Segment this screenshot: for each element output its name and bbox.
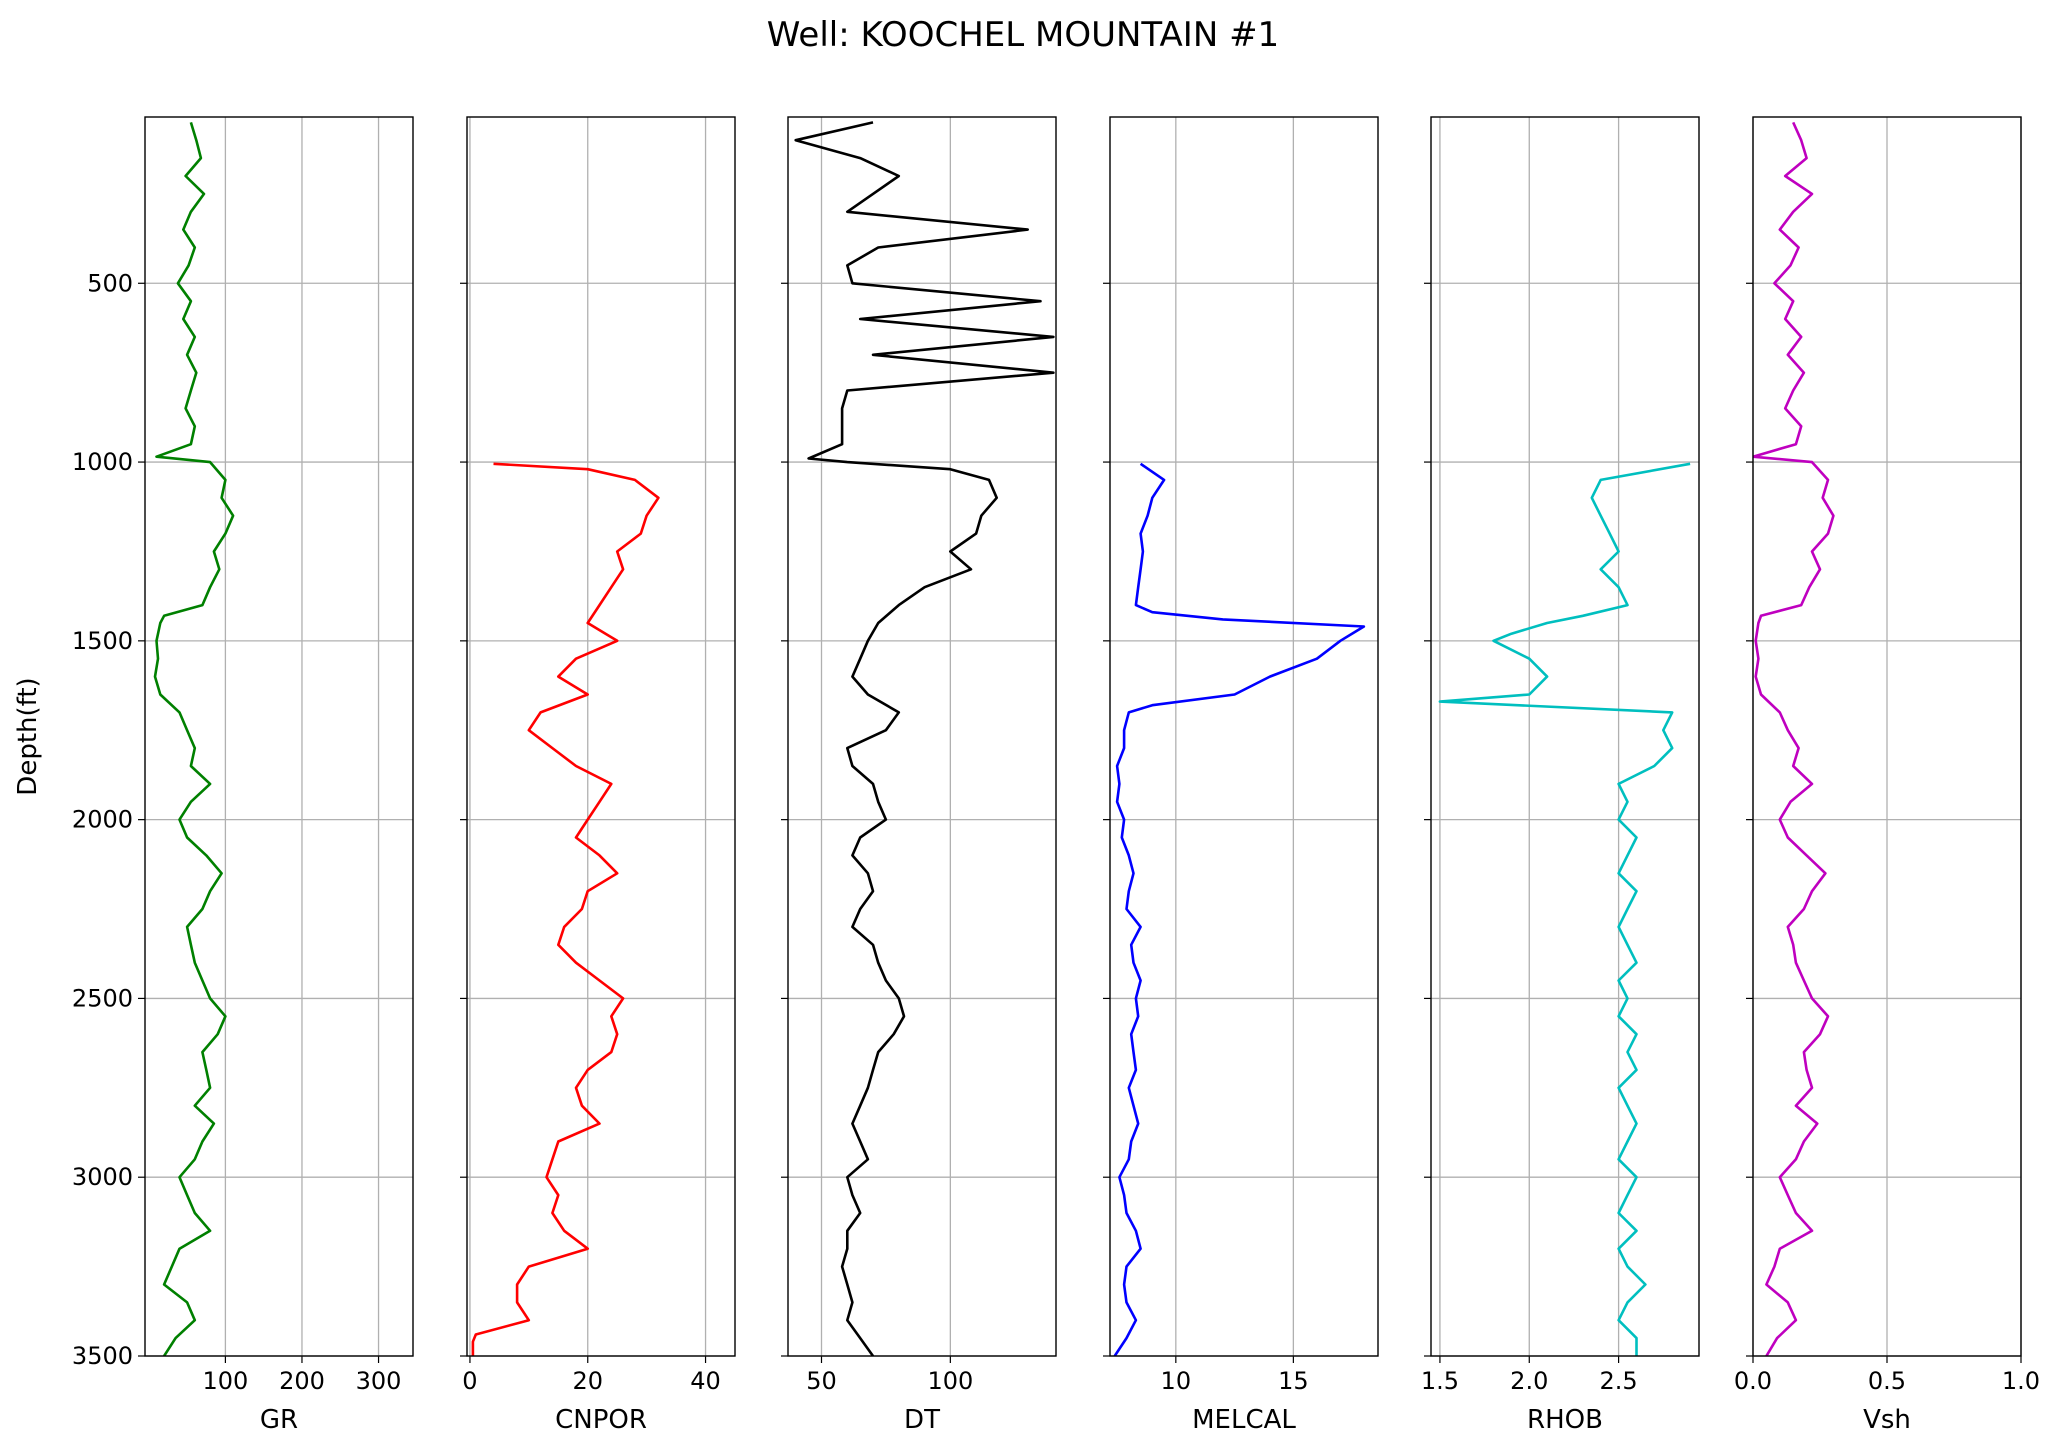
- y-tick-label: 2500: [72, 984, 133, 1012]
- track-frame: [787, 116, 1057, 1357]
- y-axis-label: Depth(ft): [13, 677, 43, 795]
- track-rhob: 1.5 2.0 2.5 RHOB: [1421, 116, 1700, 1435]
- y-tick-label: 3500: [72, 1342, 133, 1370]
- x-axis-label-vsh: Vsh: [1863, 1405, 1911, 1435]
- series-line-rhob: [1438, 462, 1691, 1356]
- x-tick-label: 2.0: [1510, 1367, 1548, 1395]
- x-tick-label: 100: [927, 1367, 973, 1395]
- track-gr: 100 200 300 500 1000 1500 2000 2500 3000 3500 GR: [72, 116, 414, 1435]
- x-axis-label-gr: GR: [260, 1405, 298, 1435]
- x-axis-label-rhob: RHOB: [1527, 1405, 1603, 1435]
- y-tick-label: 1000: [72, 448, 133, 476]
- x-tick-label: 0: [462, 1367, 477, 1395]
- log-tracks: 100 200 300 500 1000 1500 2000 2500 3000 3500 GR 0 2…: [13, 116, 2040, 1435]
- track-frame: [1109, 116, 1379, 1357]
- y-tick-label: 500: [87, 269, 133, 297]
- series-line-dt: [794, 121, 1055, 1356]
- x-tick-label: 15: [1278, 1367, 1309, 1395]
- y-tick-label: 3000: [72, 1163, 133, 1191]
- x-tick-label: 0.5: [1868, 1367, 1906, 1395]
- series-line-vsh: [1753, 121, 1835, 1356]
- series-line-cnpor: [471, 462, 660, 1356]
- x-tick-label: 40: [690, 1367, 721, 1395]
- x-axis-label-melcal: MELCAL: [1192, 1405, 1296, 1435]
- y-tick-label: 1500: [72, 627, 133, 655]
- x-tick-label: 200: [279, 1367, 325, 1395]
- x-tick-label: 50: [806, 1367, 837, 1395]
- x-tick-label: 2.5: [1600, 1367, 1638, 1395]
- figure-title: Well: KOOCHEL MOUNTAIN #1: [767, 15, 1279, 55]
- track-frame: [144, 116, 414, 1357]
- series-line-melcal: [1113, 462, 1366, 1356]
- track-frame: [1752, 116, 2022, 1357]
- x-tick-label: 1.5: [1421, 1367, 1459, 1395]
- y-tick-label: 2000: [72, 806, 133, 834]
- x-axis-label-cnpor: CNPOR: [555, 1405, 647, 1435]
- x-tick-label: 0.0: [1734, 1367, 1772, 1395]
- x-tick-label: 100: [202, 1367, 248, 1395]
- x-tick-label: 20: [572, 1367, 603, 1395]
- track-dt: 50 100 DT: [781, 116, 1057, 1435]
- x-tick-label: 1.0: [2002, 1367, 2040, 1395]
- track-frame: [1430, 116, 1700, 1357]
- series-line-gr: [153, 122, 235, 1356]
- x-tick-label: 300: [356, 1367, 402, 1395]
- track-cnpor: 0 20 40 CNPOR: [460, 116, 736, 1435]
- track-frame: [466, 116, 736, 1357]
- track-vsh: 0.0 0.5 1.0 Vsh: [1734, 116, 2040, 1435]
- x-axis-label-dt: DT: [904, 1405, 940, 1435]
- x-tick-label: 10: [1161, 1367, 1192, 1395]
- track-melcal: 10 15 MELCAL: [1103, 116, 1379, 1435]
